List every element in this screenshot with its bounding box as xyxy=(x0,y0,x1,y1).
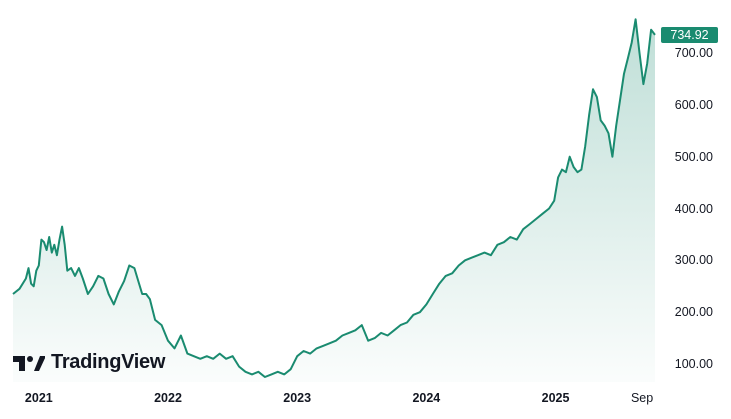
x-tick-label: 2023 xyxy=(283,391,312,405)
x-tick-label: 2025 xyxy=(541,391,570,405)
x-tick-label: 2021 xyxy=(24,391,53,405)
y-tick-label: 400.00 xyxy=(674,201,713,216)
tradingview-logo-icon xyxy=(13,355,45,371)
tradingview-brand[interactable]: TradingView xyxy=(13,351,165,374)
x-tick-label: 2022 xyxy=(154,391,182,405)
y-tick-label: 100.00 xyxy=(674,357,713,371)
y-tick-label: 200.00 xyxy=(674,305,713,320)
x-tick-label: 2024 xyxy=(412,391,441,405)
y-tick-label: 700.00 xyxy=(674,46,713,60)
last-price-label: 734.92 xyxy=(670,27,709,42)
x-tick-label: Sep xyxy=(630,391,654,405)
price-area-fill xyxy=(13,19,655,383)
brand-name: TradingView xyxy=(51,351,166,373)
y-tick-label: 600.00 xyxy=(674,97,713,112)
price-line xyxy=(12,18,656,378)
y-tick-label: 300.00 xyxy=(674,253,713,268)
last-price-badge: 734.92 xyxy=(661,26,718,43)
y-tick-label: 500.00 xyxy=(674,149,713,164)
